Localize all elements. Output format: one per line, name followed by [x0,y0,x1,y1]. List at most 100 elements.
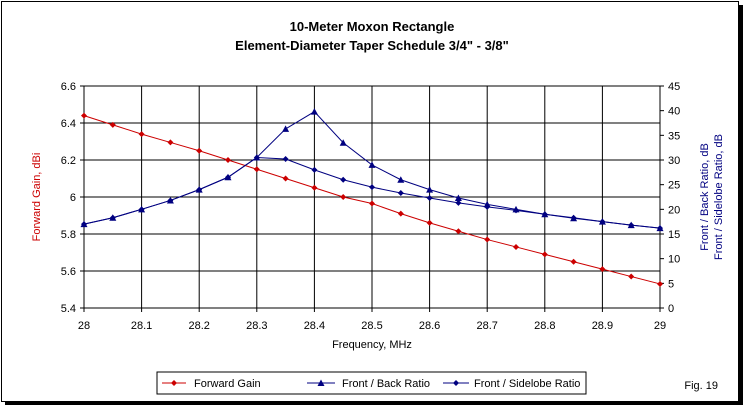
legend-item-forward-gain: Forward Gain [162,378,261,390]
data-point-diamond [225,174,231,181]
x-tick-label: 28.9 [592,320,613,332]
data-point-triangle [454,194,462,201]
data-point-diamond [570,258,577,265]
x-tick-label: 28 [78,320,90,332]
data-point-triangle [426,186,434,193]
right-axis-ticks: 0 5 10 15 20 25 30 35 40 45 [660,81,680,315]
legend-label: Front / Back Ratio [342,378,430,390]
data-point-triangle [397,176,405,183]
data-point-diamond [369,184,375,191]
data-point-diamond [541,211,548,218]
data-point-diamond [340,176,347,183]
right-tick-label: 35 [668,130,680,142]
right-tick-label: 20 [668,204,680,216]
data-point-diamond [109,214,116,221]
legend-item-front-sidelobe: Front / Sidelobe Ratio [443,378,580,390]
data-point-diamond [599,218,606,225]
data-point-diamond [311,166,318,173]
left-tick-label: 5.6 [61,266,76,278]
data-point-diamond [484,236,491,243]
legend: Forward Gain Front / Back Ratio Front / … [156,371,587,395]
x-tick-label: 29 [654,320,666,332]
legend-label: Forward Gain [194,378,261,390]
chart-shadow-right [739,5,743,405]
x-tick-label: 28.6 [419,320,440,332]
right-axis-label-2: Front / Sidelobe Ratio, dB [713,134,725,260]
legend-marker-triangle-icon [317,379,325,386]
left-tick-label: 5.4 [61,303,76,315]
data-point-diamond [311,184,318,191]
right-axis-label-1: Front / Back Ratio, dB [699,143,711,251]
x-tick-label: 28.3 [246,320,267,332]
data-point-diamond [426,194,433,201]
data-point-diamond [484,203,491,210]
legend-item-front-back: Front / Back Ratio [307,378,430,390]
data-point-diamond [657,225,663,232]
data-point-diamond [513,243,519,250]
right-tick-label: 5 [668,278,674,290]
data-point-diamond [138,206,145,213]
legend-marker-diamond-icon [453,380,459,386]
data-point-diamond [657,280,663,287]
chart-shadow-bottom [5,401,743,405]
legend-label: Front / Sidelobe Ratio [474,378,580,390]
right-tick-label: 30 [668,155,680,167]
data-point-diamond [628,273,635,280]
data-point-triangle [310,108,318,115]
data-point-diamond [167,197,174,204]
chart-title: 10-Meter Moxon Rectangle [290,19,455,34]
right-tick-label: 15 [668,229,680,241]
left-axis-ticks: 5.4 5.6 5.8 6 6.2 6.4 6.6 [61,81,84,315]
x-tick-label: 28.2 [188,320,209,332]
x-tick-label: 28.8 [534,320,555,332]
data-point-diamond [282,156,289,163]
data-point-diamond [426,219,433,226]
series-0 [81,112,663,287]
left-tick-label: 6.4 [61,118,76,130]
data-point-diamond [513,207,519,214]
data-point-diamond [599,266,606,273]
data-point-diamond [340,194,347,200]
x-tick-label: 28.1 [131,320,152,332]
x-tick-label: 28.5 [361,320,382,332]
left-tick-label: 6.2 [61,155,76,167]
legend-marker-diamond-icon [171,380,177,386]
right-tick-label: 10 [668,254,680,266]
series-layer [80,108,664,287]
data-point-triangle [282,125,290,132]
x-tick-label: 28.7 [476,320,497,332]
chart-subtitle: Element-Diameter Taper Schedule 3/4" - 3… [235,38,509,53]
data-point-diamond [196,186,203,193]
series-2 [81,154,663,232]
data-point-diamond [138,131,145,138]
data-point-diamond [541,251,548,258]
data-point-diamond [253,166,260,173]
left-tick-label: 5.8 [61,229,76,241]
data-point-triangle [368,161,376,168]
data-point-diamond [455,199,462,206]
right-tick-label: 40 [668,106,680,118]
right-tick-label: 0 [668,303,674,315]
right-tick-label: 25 [668,180,680,192]
x-tick-label: 28.4 [304,320,325,332]
data-point-diamond [397,190,404,197]
figure-label: Fig. 19 [684,380,718,392]
data-point-diamond [225,157,231,163]
data-point-diamond [167,139,174,146]
x-axis-label: Frequency, MHz [332,339,412,351]
legend-box [156,371,587,395]
right-tick-label: 45 [668,81,680,93]
data-point-diamond [253,154,260,161]
data-point-diamond [628,222,635,229]
data-point-diamond [369,200,375,207]
data-point-diamond [397,210,404,217]
data-point-diamond [282,175,289,182]
data-point-diamond [196,147,203,154]
data-point-diamond [81,221,87,228]
data-point-triangle [339,139,347,146]
x-axis-ticks: 28 28.1 28.2 28.3 28.4 28.5 28.6 28.7 28.8 28.9 29 [78,308,666,332]
data-point-diamond [81,112,87,119]
left-tick-label: 6.6 [61,81,76,93]
